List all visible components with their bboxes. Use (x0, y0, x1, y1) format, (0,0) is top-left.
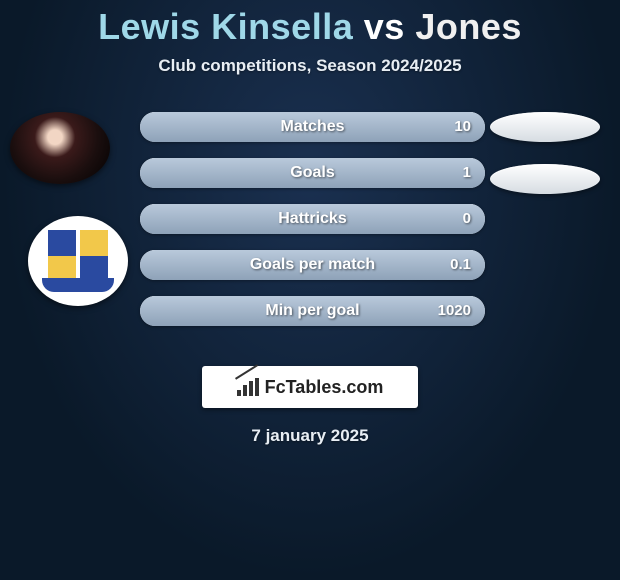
body-area: Matches 10 Goals 1 Hattricks 0 Goals per… (0, 112, 620, 342)
player1-name: Lewis Kinsella (98, 6, 353, 47)
bar-chart-icon (237, 378, 259, 396)
stat-value: 1 (463, 158, 471, 188)
stat-value: 0 (463, 204, 471, 234)
page-title: Lewis Kinsella vs Jones (0, 0, 620, 48)
stat-value: 10 (454, 112, 471, 142)
stat-rows: Matches 10 Goals 1 Hattricks 0 Goals per… (140, 112, 485, 342)
footer-brand-text: FcTables.com (265, 377, 384, 398)
footer-brand-badge[interactable]: FcTables.com (202, 366, 418, 408)
avatars-column (10, 112, 130, 306)
stat-row-min-per-goal: Min per goal 1020 (140, 296, 485, 326)
subtitle: Club competitions, Season 2024/2025 (0, 56, 620, 76)
stat-row-matches: Matches 10 (140, 112, 485, 142)
comparison-bubble (490, 164, 600, 194)
stat-label: Goals (140, 158, 485, 188)
comparison-card: Lewis Kinsella vs Jones Club competition… (0, 0, 620, 580)
vs-text: vs (364, 6, 405, 47)
stat-row-goals-per-match: Goals per match 0.1 (140, 250, 485, 280)
stat-value: 0.1 (450, 250, 471, 280)
player2-name: Jones (415, 6, 522, 47)
comparison-bubble (490, 112, 600, 142)
stat-label: Hattricks (140, 204, 485, 234)
stat-label: Goals per match (140, 250, 485, 280)
stat-row-hattricks: Hattricks 0 (140, 204, 485, 234)
stat-row-goals: Goals 1 (140, 158, 485, 188)
stat-label: Matches (140, 112, 485, 142)
crest-icon (48, 230, 108, 292)
stat-value: 1020 (438, 296, 471, 326)
player2-club-crest (28, 216, 128, 306)
player1-avatar (10, 112, 110, 184)
date-text: 7 january 2025 (0, 426, 620, 446)
stat-label: Min per goal (140, 296, 485, 326)
